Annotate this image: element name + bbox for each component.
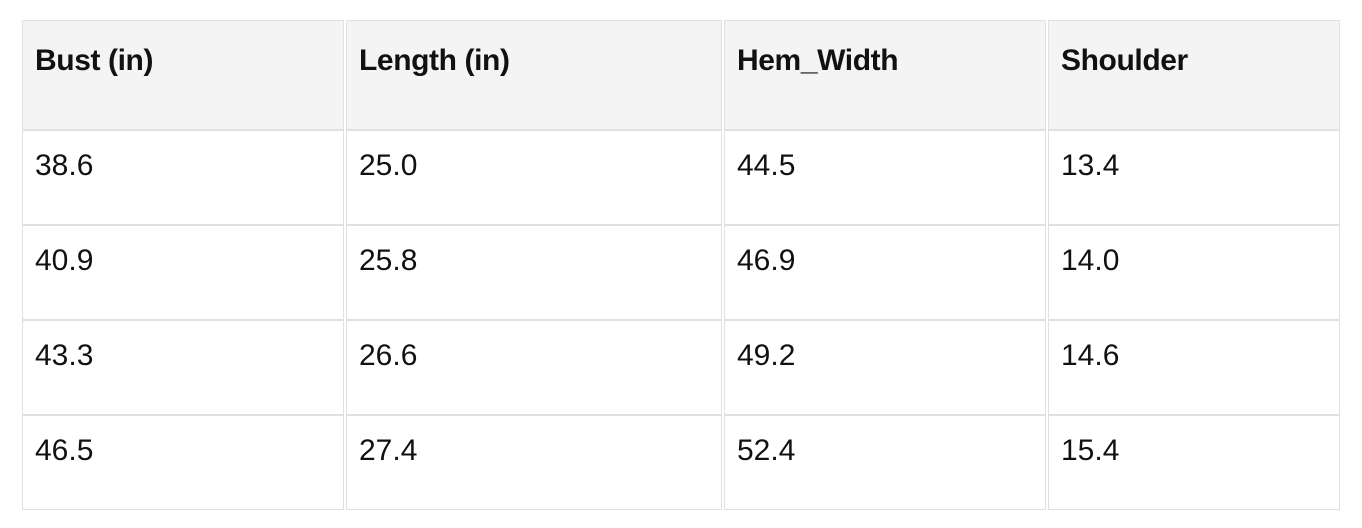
column-header-length: Length (in) xyxy=(346,20,722,130)
table-cell: 25.0 xyxy=(346,130,722,225)
table-cell: 43.3 xyxy=(22,320,344,415)
measurements-table: Bust (in) Length (in) Hem_Width Shoulder… xyxy=(20,20,1342,510)
table-cell: 40.9 xyxy=(22,225,344,320)
column-header-bust: Bust (in) xyxy=(22,20,344,130)
table-cell: 13.4 xyxy=(1048,130,1340,225)
table-row: 43.3 26.6 49.2 14.6 xyxy=(22,320,1340,415)
column-header-hem-width: Hem_Width xyxy=(724,20,1046,130)
table-cell: 14.0 xyxy=(1048,225,1340,320)
table-cell: 25.8 xyxy=(346,225,722,320)
table-cell: 46.9 xyxy=(724,225,1046,320)
table-row: 38.6 25.0 44.5 13.4 xyxy=(22,130,1340,225)
page: Bust (in) Length (in) Hem_Width Shoulder… xyxy=(20,20,1342,510)
table-cell: 15.4 xyxy=(1048,415,1340,510)
table-cell: 14.6 xyxy=(1048,320,1340,415)
table-cell: 27.4 xyxy=(346,415,722,510)
header-row: Bust (in) Length (in) Hem_Width Shoulder xyxy=(22,20,1340,130)
table-cell: 38.6 xyxy=(22,130,344,225)
table-cell: 26.6 xyxy=(346,320,722,415)
column-header-shoulder: Shoulder xyxy=(1048,20,1340,130)
table-cell: 49.2 xyxy=(724,320,1046,415)
table-cell: 44.5 xyxy=(724,130,1046,225)
table-cell: 52.4 xyxy=(724,415,1046,510)
table-row: 40.9 25.8 46.9 14.0 xyxy=(22,225,1340,320)
table-cell: 46.5 xyxy=(22,415,344,510)
table-row: 46.5 27.4 52.4 15.4 xyxy=(22,415,1340,510)
